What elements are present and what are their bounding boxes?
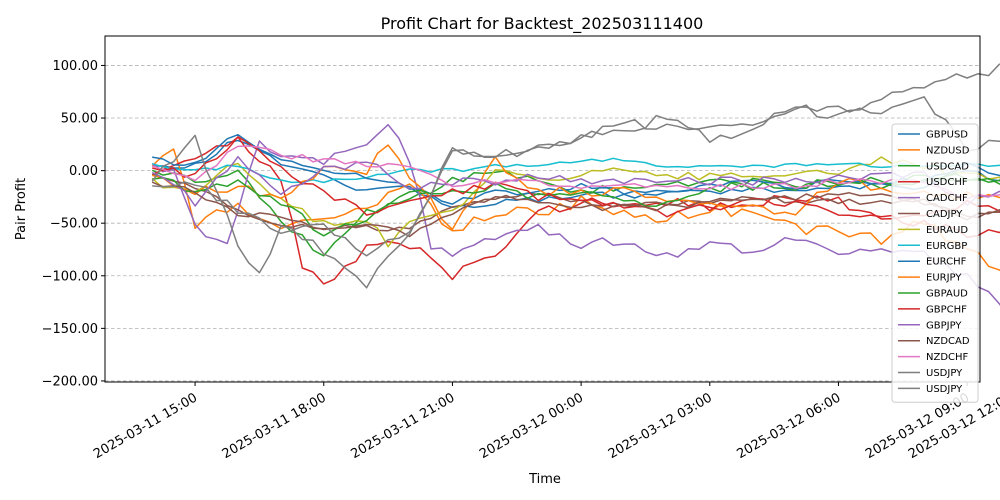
series-line-cadchf [151,123,1000,306]
series-line-euraud [151,156,1000,248]
legend-label: USDCHF [926,177,968,188]
series-line-gbpaud [152,173,1000,237]
series-line-usdcad [151,169,1000,257]
y-tick-label: −200.00 [42,374,98,389]
chart-title: Profit Chart for Backtest_202503111400 [381,14,704,34]
series-line-usdjpy [152,96,1000,257]
legend-label: USDCAD [926,161,969,172]
y-axis-label: Pair Profit [14,178,29,240]
legend-label: NZDUSD [926,145,970,156]
legend-label: GBPJPY [926,320,962,331]
series-line-nzdchf [151,145,1000,200]
series-line-usdjpy [151,63,1000,289]
y-tick-label: 100.00 [53,59,99,74]
legend: GBPUSD NZDUSD USDCAD USDCHF CADCHF CADJPY EURA… [891,123,979,403]
legend-label: USDJPY [926,368,963,379]
legend-label: EURCHF [926,257,967,268]
series-line-nzdcad [151,181,1000,238]
y-axis-ticks: −200.00 −150.00 −100.00 −50.00 0.00 50.00 100.… [42,59,105,389]
series-line-gbpjpy [151,155,1000,207]
y-tick-label: 50.00 [61,112,98,127]
y-tick-label: 0.00 [69,164,98,179]
series-line-eurgbp [151,157,1000,184]
legend-label: CADJPY [926,209,963,220]
y-tick-label: −50.00 [50,217,98,232]
legend-label: NZDCHF [926,352,969,363]
series-line-usdchf [151,136,1000,285]
legend-label: GBPCHF [926,304,967,315]
series-line-nzdusd [151,148,1000,272]
legend-label: EURGBP [926,241,967,252]
legend-label: NZDCAD [926,336,970,347]
plot-frame [104,35,981,383]
legend-label: EURAUD [926,225,968,236]
legend-label: EURJPY [926,273,962,284]
series-lines [151,63,1000,306]
y-tick-label: −100.00 [42,269,98,284]
legend-label: GBPAUD [926,289,968,300]
y-tick-label: −150.00 [42,322,98,337]
legend-box [891,123,979,403]
legend-label: CADCHF [926,193,968,204]
legend-label: USDJPY [926,384,963,395]
x-axis-label: Time [528,472,561,487]
legend-label: GBPUSD [926,130,968,141]
